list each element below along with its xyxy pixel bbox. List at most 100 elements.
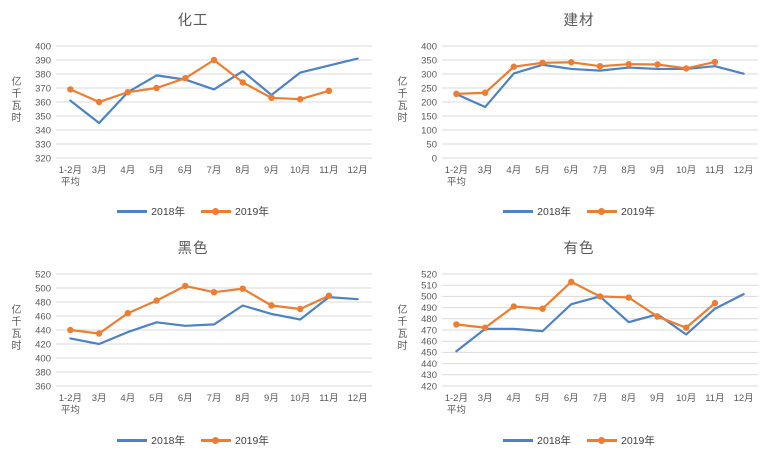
legend-item-2019: 2019年 (587, 204, 655, 219)
svg-text:360: 360 (35, 97, 51, 108)
svg-text:6月: 6月 (178, 165, 193, 176)
legend-marker-dot (212, 436, 219, 444)
svg-text:480: 480 (421, 314, 437, 325)
svg-text:7月: 7月 (207, 393, 222, 404)
line-chart-chemical: 320 330 340 350 360 370 380 390 400 1-2月平均 3月 4月 5月 6… (35, 41, 372, 188)
svg-text:380: 380 (35, 69, 51, 80)
line-chart-ferrous: 360 380 400 420 440 460 480 500 520 1-2月平均 3月 4月 5月 6… (35, 269, 372, 416)
svg-text:12月: 12月 (734, 165, 754, 176)
svg-text:0: 0 (432, 153, 437, 164)
svg-text:5月: 5月 (535, 165, 550, 176)
svg-text:12月: 12月 (348, 393, 368, 404)
svg-text:3月: 3月 (478, 393, 493, 404)
svg-text:360: 360 (35, 381, 51, 392)
svg-text:8月: 8月 (621, 393, 636, 404)
svg-text:10月: 10月 (290, 165, 310, 176)
svg-text:470: 470 (421, 325, 437, 336)
svg-text:330: 330 (35, 139, 51, 150)
svg-text:12月: 12月 (734, 393, 754, 404)
svg-text:440: 440 (421, 359, 437, 370)
legend-label-2019: 2019年 (235, 435, 269, 447)
svg-text:8月: 8月 (235, 393, 250, 404)
chart-title-nonferrous: 有色 (563, 241, 595, 257)
svg-text:1-2月平均: 1-2月平均 (445, 393, 468, 416)
chart-panel-chemical: 化工 亿千瓦时 320 330 340 350 360 370 380 390 400 1-2月平… (0, 0, 386, 228)
legend-marker-dot (598, 436, 605, 444)
svg-text:370: 370 (35, 83, 51, 94)
svg-text:200: 200 (421, 97, 437, 108)
legend-line-sample-2019 (587, 207, 617, 215)
legend: 2018年 2019年 (386, 433, 772, 448)
legend-line-sample-2019 (201, 436, 231, 444)
legend-item-2018: 2018年 (503, 204, 571, 219)
svg-text:11月: 11月 (705, 393, 724, 404)
legend-line-sample-2019 (587, 436, 617, 444)
svg-text:150: 150 (421, 111, 437, 122)
svg-text:400: 400 (421, 41, 437, 52)
svg-text:5月: 5月 (535, 393, 550, 404)
legend-line-sample-2018 (117, 439, 148, 442)
svg-text:1-2月平均: 1-2月平均 (59, 393, 82, 416)
legend-label-2018: 2018年 (537, 435, 571, 447)
legend-line-sample-2018 (503, 439, 534, 442)
svg-text:6月: 6月 (564, 393, 579, 404)
legend-item-2018: 2018年 (117, 433, 185, 448)
svg-text:510: 510 (421, 281, 437, 292)
legend: 2018年 2019年 (0, 433, 386, 448)
legend-label-2018: 2018年 (151, 435, 185, 447)
line-chart-building-materials: 0 50 100 150 200 250 300 350 400 1-2月平均 3月 4月 5月 6月 7月… (421, 41, 758, 188)
legend: 2018年 2019年 (0, 204, 386, 219)
svg-text:500: 500 (35, 283, 51, 294)
svg-text:420: 420 (421, 381, 437, 392)
y-axis-label: 亿千瓦时 (9, 76, 20, 124)
svg-text:9月: 9月 (264, 393, 279, 404)
svg-text:8月: 8月 (235, 165, 250, 176)
legend-item-2019: 2019年 (587, 433, 655, 448)
chart-panel-building-materials: 建材 亿千瓦时 0 50 100 150 200 250 300 350 400 1-2月平均 3月… (386, 0, 772, 228)
svg-text:350: 350 (35, 111, 51, 122)
chart-title-chemical: 化工 (177, 13, 209, 29)
svg-text:3月: 3月 (92, 165, 107, 176)
chart-title-building-materials: 建材 (563, 13, 595, 29)
svg-text:9月: 9月 (264, 165, 279, 176)
chart-panel-ferrous: 黑色 亿千瓦时 360 380 400 420 440 460 480 500 520 1-2月平… (0, 228, 386, 457)
svg-text:10月: 10月 (676, 393, 696, 404)
svg-text:320: 320 (35, 153, 51, 164)
legend-line-sample-2018 (117, 210, 148, 213)
svg-text:430: 430 (421, 370, 437, 381)
svg-text:250: 250 (421, 83, 437, 94)
svg-text:7月: 7月 (207, 165, 222, 176)
y-axis-label: 亿千瓦时 (9, 304, 20, 352)
legend-marker-dot (212, 207, 219, 215)
svg-text:3月: 3月 (478, 165, 493, 176)
legend-item-2019: 2019年 (201, 204, 269, 219)
svg-text:300: 300 (421, 69, 437, 80)
svg-text:5月: 5月 (149, 393, 164, 404)
svg-text:7月: 7月 (593, 393, 608, 404)
legend-line-sample-2019 (201, 207, 231, 215)
svg-text:520: 520 (35, 269, 51, 280)
svg-text:7月: 7月 (593, 165, 608, 176)
legend-label-2018: 2018年 (151, 206, 185, 218)
svg-text:6月: 6月 (178, 393, 193, 404)
svg-text:10月: 10月 (676, 165, 696, 176)
legend-label-2019: 2019年 (621, 206, 655, 218)
svg-text:3月: 3月 (92, 393, 107, 404)
svg-text:380: 380 (35, 367, 51, 378)
legend-item-2018: 2018年 (503, 433, 571, 448)
legend-label-2019: 2019年 (621, 435, 655, 447)
legend-label-2018: 2018年 (537, 206, 571, 218)
chart-panel-nonferrous: 有色 亿千瓦时 420 430 440 450 460 470 480 490 500 510 52… (386, 228, 772, 457)
svg-text:8月: 8月 (621, 165, 636, 176)
y-axis-label: 亿千瓦时 (395, 76, 406, 124)
legend-item-2019: 2019年 (201, 433, 269, 448)
y-axis-label: 亿千瓦时 (395, 304, 406, 352)
svg-text:11月: 11月 (705, 165, 724, 176)
svg-text:460: 460 (35, 311, 51, 322)
chart-title-ferrous: 黑色 (177, 241, 209, 257)
svg-text:50: 50 (426, 139, 437, 150)
svg-text:4月: 4月 (506, 165, 521, 176)
svg-text:6月: 6月 (564, 165, 579, 176)
